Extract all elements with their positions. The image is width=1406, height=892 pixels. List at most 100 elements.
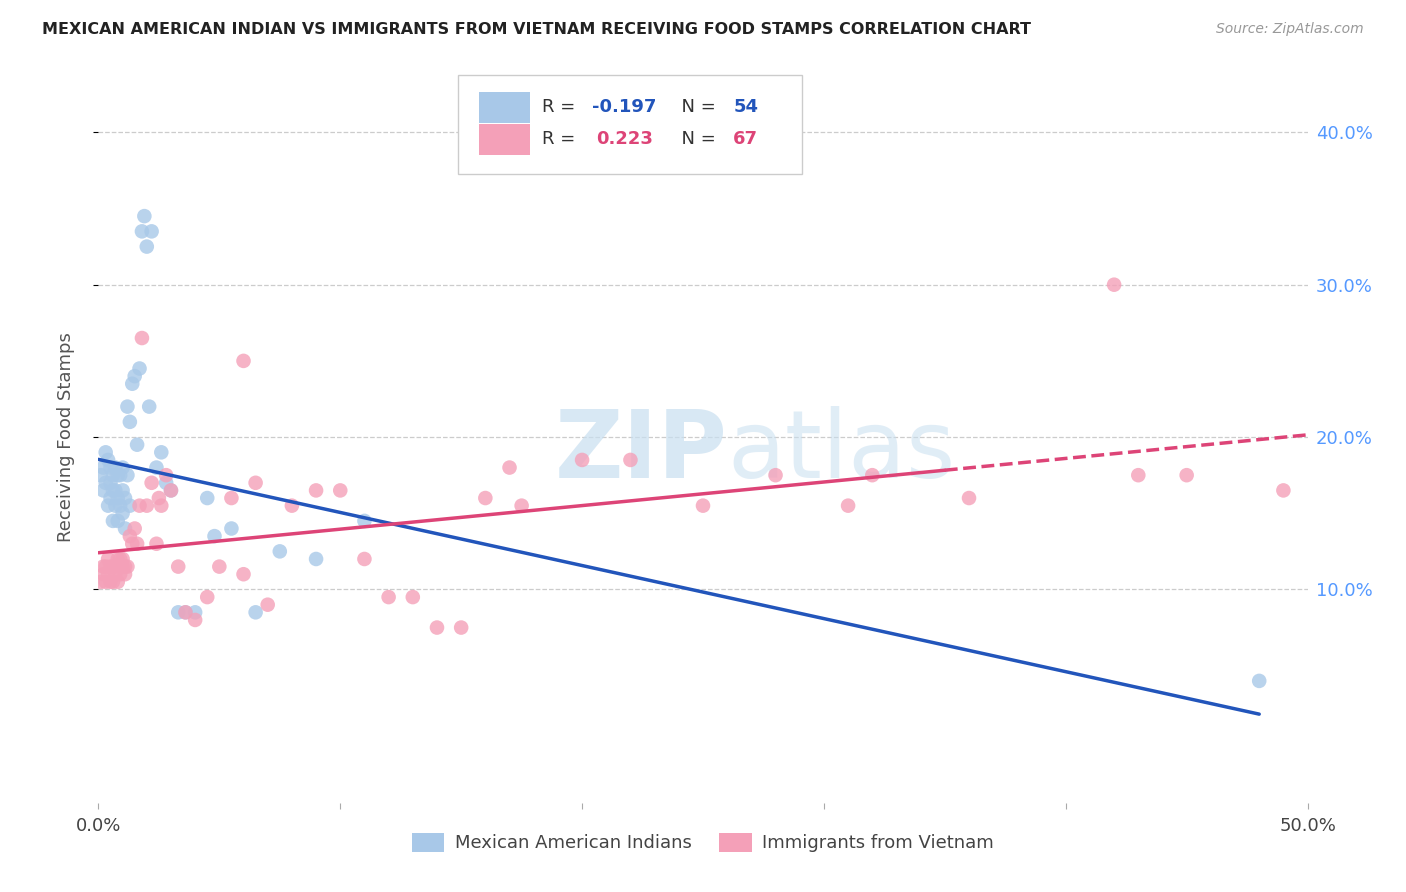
Point — [91, 559, 114, 574]
Point — [94, 445, 117, 459]
Point — [305, 552, 328, 566]
Point — [101, 574, 124, 589]
Point — [167, 605, 190, 619]
FancyBboxPatch shape — [479, 124, 530, 154]
Point — [765, 468, 787, 483]
Point — [91, 567, 114, 582]
Point — [131, 331, 153, 345]
Point — [107, 491, 129, 505]
Point — [114, 567, 136, 582]
Point — [97, 567, 120, 582]
Point — [100, 460, 122, 475]
Point — [135, 239, 157, 253]
Point — [117, 559, 139, 574]
Text: ZIP: ZIP — [554, 406, 727, 498]
Point — [692, 499, 714, 513]
Text: R =: R = — [543, 98, 581, 116]
Point — [167, 559, 190, 574]
Point — [114, 491, 136, 505]
Point — [101, 468, 124, 483]
Point — [1272, 483, 1295, 498]
Point — [124, 369, 146, 384]
Point — [377, 590, 399, 604]
Point — [305, 483, 328, 498]
Point — [117, 468, 139, 483]
Point — [160, 483, 183, 498]
Point — [107, 574, 129, 589]
Point — [127, 537, 149, 551]
Point — [221, 521, 243, 535]
Text: R =: R = — [543, 130, 581, 148]
Point — [118, 499, 141, 513]
Point — [138, 400, 160, 414]
Point — [107, 514, 129, 528]
Point — [108, 468, 131, 483]
Point — [145, 537, 167, 551]
Point — [426, 621, 449, 635]
Point — [150, 445, 173, 459]
Point — [150, 499, 173, 513]
Point — [104, 460, 127, 475]
Point — [91, 460, 114, 475]
Point — [104, 567, 127, 582]
Point — [860, 468, 883, 483]
Point — [135, 499, 157, 513]
Point — [90, 468, 112, 483]
Point — [100, 475, 122, 490]
Point — [232, 354, 254, 368]
Point — [195, 590, 218, 604]
Point — [155, 475, 177, 490]
Point — [111, 483, 134, 498]
Point — [101, 514, 124, 528]
Text: 54: 54 — [734, 98, 758, 116]
Point — [256, 598, 278, 612]
Point — [94, 475, 117, 490]
Point — [107, 468, 129, 483]
Point — [90, 574, 112, 589]
Point — [141, 224, 163, 238]
Point — [104, 483, 127, 498]
Point — [1128, 468, 1150, 483]
Text: Source: ZipAtlas.com: Source: ZipAtlas.com — [1216, 22, 1364, 37]
Point — [402, 590, 425, 604]
Point — [97, 552, 120, 566]
Point — [94, 559, 117, 574]
Point — [174, 605, 197, 619]
Point — [127, 438, 149, 452]
Point — [97, 453, 120, 467]
Point — [97, 499, 120, 513]
Point — [184, 605, 207, 619]
Point — [329, 483, 352, 498]
Point — [108, 567, 131, 582]
Text: atlas: atlas — [727, 406, 956, 498]
Point — [571, 453, 593, 467]
Text: MEXICAN AMERICAN INDIAN VS IMMIGRANTS FROM VIETNAM RECEIVING FOOD STAMPS CORRELA: MEXICAN AMERICAN INDIAN VS IMMIGRANTS FR… — [42, 22, 1031, 37]
Point — [148, 491, 170, 505]
Point — [111, 460, 134, 475]
Point — [118, 415, 141, 429]
Point — [184, 613, 207, 627]
Point — [1175, 468, 1198, 483]
Point — [281, 499, 304, 513]
Text: -0.197: -0.197 — [592, 98, 657, 116]
Point — [128, 499, 150, 513]
Point — [100, 559, 122, 574]
Point — [155, 468, 177, 483]
Point — [100, 574, 122, 589]
Text: N =: N = — [671, 130, 721, 148]
Point — [145, 460, 167, 475]
Y-axis label: Receiving Food Stamps: Receiving Food Stamps — [56, 332, 75, 542]
Point — [128, 361, 150, 376]
Point — [353, 552, 375, 566]
Point — [245, 475, 267, 490]
Point — [269, 544, 291, 558]
Point — [245, 605, 267, 619]
Point — [100, 491, 122, 505]
Legend: Mexican American Indians, Immigrants from Vietnam: Mexican American Indians, Immigrants fro… — [405, 826, 1001, 860]
Point — [104, 559, 127, 574]
Point — [124, 521, 146, 535]
Point — [108, 552, 131, 566]
FancyBboxPatch shape — [457, 75, 803, 174]
Point — [837, 499, 859, 513]
Point — [107, 552, 129, 566]
